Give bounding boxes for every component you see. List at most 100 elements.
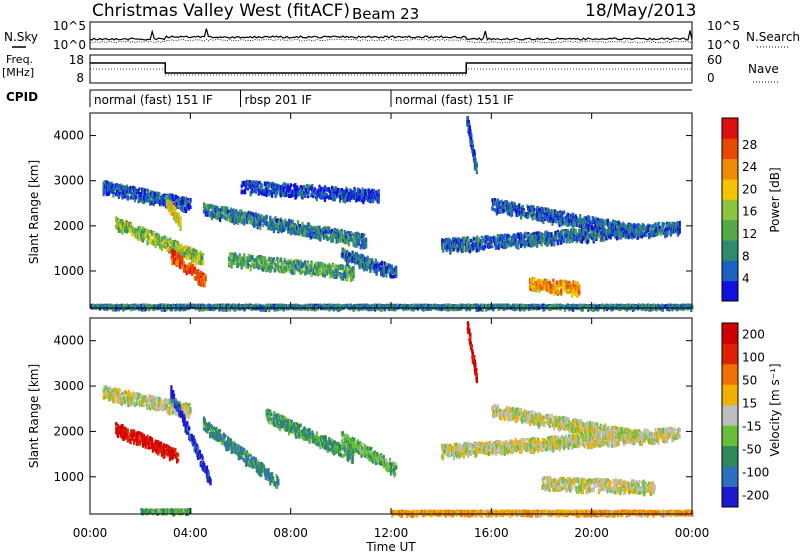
data-cell	[363, 239, 366, 243]
data-cell	[259, 264, 262, 270]
data-cell	[562, 285, 565, 290]
data-cell	[156, 236, 159, 242]
data-cell	[603, 233, 606, 237]
data-cell	[127, 222, 130, 226]
data-cell	[300, 267, 303, 271]
data-cell	[365, 239, 368, 244]
data-cell	[374, 190, 377, 195]
data-cell	[612, 219, 615, 223]
data-cell	[235, 209, 238, 215]
data-cell	[177, 243, 180, 249]
data-cell	[268, 256, 271, 262]
data-cell	[472, 245, 475, 251]
data-cell	[451, 248, 454, 253]
data-cell	[331, 228, 334, 233]
data-cell	[179, 216, 182, 222]
data-cell	[568, 236, 571, 242]
data-cell	[185, 206, 189, 210]
data-cell	[198, 257, 201, 262]
data-cell	[395, 268, 398, 274]
data-cell	[393, 274, 396, 279]
data-cell	[466, 244, 469, 250]
data-cell	[166, 199, 169, 205]
data-cell	[480, 244, 483, 248]
cpid-mode-label: normal (fast) 151 IF	[395, 93, 514, 107]
data-cell	[473, 237, 476, 241]
data-cell	[389, 272, 392, 279]
data-cell	[676, 226, 679, 232]
data-cell	[205, 207, 208, 211]
data-cell	[249, 183, 252, 189]
data-cell	[351, 256, 354, 261]
data-cell	[124, 192, 128, 197]
data-cell	[507, 201, 510, 207]
data-cell	[602, 221, 605, 225]
data-cell	[542, 218, 545, 225]
data-cell	[365, 191, 368, 196]
data-cell	[149, 200, 152, 206]
data-cell	[311, 262, 314, 266]
data-cell	[154, 239, 157, 245]
data-cell	[284, 218, 287, 225]
data-cell	[647, 223, 650, 228]
data-cell	[297, 230, 300, 236]
data-cell	[322, 188, 326, 195]
data-cell	[540, 213, 543, 219]
data-cell	[306, 260, 309, 264]
data-cell	[547, 210, 550, 215]
data-cell	[240, 190, 243, 195]
data-cell	[344, 270, 347, 276]
data-cell	[246, 187, 249, 191]
data-cell	[319, 230, 322, 237]
data-cell	[223, 212, 226, 216]
data-cell	[294, 185, 297, 192]
data-cell	[520, 211, 524, 214]
data-cell	[125, 184, 128, 189]
data-cell	[117, 225, 120, 231]
data-cell	[322, 227, 325, 232]
data-cell	[208, 205, 211, 210]
data-cell	[594, 227, 597, 232]
data-cell	[181, 201, 184, 207]
data-cell	[167, 248, 171, 254]
data-cell	[288, 260, 292, 265]
data-cell	[126, 194, 129, 200]
data-cell	[312, 194, 315, 199]
data-cell	[502, 240, 505, 244]
data-cell	[264, 182, 267, 186]
data-cell	[359, 259, 362, 264]
data-cell	[385, 272, 388, 278]
data-cell	[175, 204, 178, 209]
data-cell	[473, 154, 476, 161]
data-cell	[669, 224, 672, 229]
data-cell	[339, 192, 342, 199]
data-cell	[167, 204, 170, 208]
data-cell	[251, 184, 254, 189]
data-cell	[262, 223, 265, 228]
data-cell	[593, 237, 596, 242]
data-cell	[294, 229, 297, 236]
data-cell	[175, 194, 178, 199]
noise-right-tick-bottom: 10^0	[707, 38, 740, 52]
data-cell	[561, 229, 564, 235]
data-cell	[275, 218, 278, 223]
data-cell	[579, 213, 582, 218]
data-cell	[324, 195, 327, 200]
data-cell	[279, 258, 283, 263]
data-cell	[159, 241, 163, 247]
data-cell	[364, 265, 367, 271]
data-cell	[325, 228, 328, 234]
data-cell	[352, 241, 355, 247]
data-cell	[503, 244, 506, 250]
data-cell	[219, 211, 223, 218]
data-cell	[337, 273, 340, 277]
data-cell	[321, 262, 324, 266]
data-cell	[240, 220, 243, 225]
data-cell	[374, 259, 377, 264]
data-cell	[507, 237, 510, 241]
data-cell	[194, 268, 197, 273]
data-cell	[231, 254, 234, 260]
data-cell	[289, 230, 292, 236]
data-cell	[310, 272, 313, 278]
